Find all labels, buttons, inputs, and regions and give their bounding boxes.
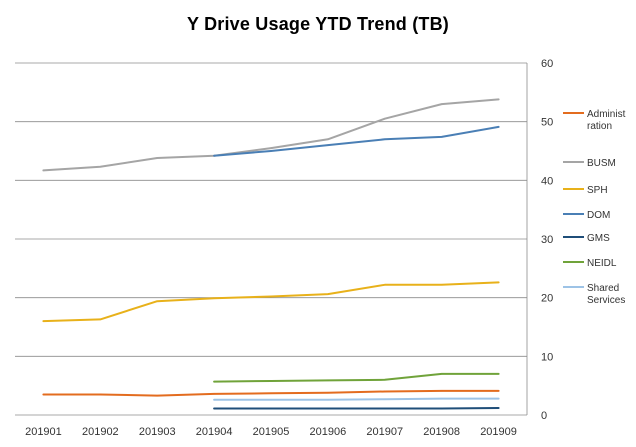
- series-line-neidl: [213, 372, 500, 383]
- legend-label-administ-ration: Administ ration: [587, 109, 626, 132]
- data-point-gms-201904: [213, 407, 215, 409]
- data-point-dom-201909: [497, 126, 499, 128]
- x-tick-label-201909: 201909: [480, 426, 517, 438]
- data-point-neidl-201908: [440, 373, 442, 375]
- data-point-shared-services-201906: [327, 399, 329, 401]
- legend-label-sph: SPH: [587, 185, 608, 196]
- legend-label-neidl: NEIDL: [587, 258, 617, 269]
- series-line-dom: [213, 125, 500, 157]
- data-point-busm-201906: [327, 138, 329, 140]
- data-point-administ-ration-201901: [42, 393, 44, 395]
- data-point-administ-ration-201909: [497, 390, 499, 392]
- data-point-sph-201905: [270, 295, 272, 297]
- data-point-dom-201904: [213, 154, 215, 156]
- data-point-dom-201908: [440, 136, 442, 138]
- data-point-busm-201907: [384, 118, 386, 120]
- data-point-shared-services-201907: [384, 398, 386, 400]
- data-point-gms-201908: [440, 407, 442, 409]
- data-point-busm-201901: [42, 169, 44, 171]
- data-point-dom-201907: [384, 138, 386, 140]
- series-line-shared-services: [213, 397, 500, 401]
- data-point-neidl-201905: [270, 380, 272, 382]
- data-point-administ-ration-201908: [440, 390, 442, 392]
- data-point-administ-ration-201906: [327, 392, 329, 394]
- data-point-busm-201909: [497, 98, 499, 100]
- data-point-busm-201902: [99, 166, 101, 168]
- data-point-shared-services-201904: [213, 399, 215, 401]
- data-point-dom-201906: [327, 144, 329, 146]
- data-point-sph-201902: [99, 318, 101, 320]
- data-point-sph-201906: [327, 293, 329, 295]
- y-tick-label-10: 10: [541, 351, 553, 363]
- y-tick-label-0: 0: [541, 410, 547, 422]
- data-point-neidl-201906: [327, 379, 329, 381]
- data-point-dom-201905: [270, 150, 272, 152]
- x-tick-label-201904: 201904: [196, 426, 233, 438]
- y-tick-label-60: 60: [541, 58, 553, 70]
- series-line-busm: [42, 98, 500, 172]
- series-line-gms: [213, 407, 500, 410]
- data-point-busm-201903: [156, 157, 158, 159]
- data-point-administ-ration-201905: [270, 392, 272, 394]
- data-point-neidl-201907: [384, 379, 386, 381]
- data-point-busm-201905: [270, 147, 272, 149]
- y-tick-label-50: 50: [541, 117, 553, 129]
- legend-label-busm: BUSM: [587, 158, 616, 169]
- y-tick-label-20: 20: [541, 293, 553, 305]
- data-point-gms-201905: [270, 407, 272, 409]
- x-tick-label-201908: 201908: [423, 426, 460, 438]
- data-point-shared-services-201909: [497, 397, 499, 399]
- data-point-sph-201901: [42, 320, 44, 322]
- y-tick-label-40: 40: [541, 175, 553, 187]
- data-point-administ-ration-201902: [99, 393, 101, 395]
- x-tick-label-201906: 201906: [310, 426, 347, 438]
- x-tick-label-201907: 201907: [366, 426, 403, 438]
- x-tick-label-201901: 201901: [25, 426, 62, 438]
- data-point-shared-services-201908: [440, 397, 442, 399]
- legend-label-dom: DOM: [587, 210, 610, 221]
- data-point-administ-ration-201907: [384, 390, 386, 392]
- legend-label-gms: GMS: [587, 233, 610, 244]
- series-line-sph: [42, 281, 500, 323]
- data-point-neidl-201909: [497, 373, 499, 375]
- data-point-administ-ration-201904: [213, 393, 215, 395]
- data-point-sph-201903: [156, 300, 158, 302]
- y-tick-label-30: 30: [541, 234, 553, 246]
- data-point-administ-ration-201903: [156, 394, 158, 396]
- data-point-gms-201906: [327, 407, 329, 409]
- x-tick-label-201902: 201902: [82, 426, 119, 438]
- data-point-sph-201908: [440, 284, 442, 286]
- data-point-sph-201907: [384, 284, 386, 286]
- data-point-gms-201909: [497, 407, 499, 409]
- data-point-sph-201909: [497, 281, 499, 283]
- data-point-shared-services-201905: [270, 399, 272, 401]
- legend-label-shared-services: Shared Services: [587, 283, 625, 306]
- data-point-sph-201904: [213, 297, 215, 299]
- chart-title: Y Drive Usage YTD Trend (TB): [186, 14, 449, 34]
- x-tick-label-201903: 201903: [139, 426, 176, 438]
- data-point-busm-201908: [440, 103, 442, 105]
- x-tick-label-201905: 201905: [253, 426, 290, 438]
- data-point-gms-201907: [384, 407, 386, 409]
- data-point-neidl-201904: [213, 380, 215, 382]
- series-line-administ-ration: [42, 389, 500, 397]
